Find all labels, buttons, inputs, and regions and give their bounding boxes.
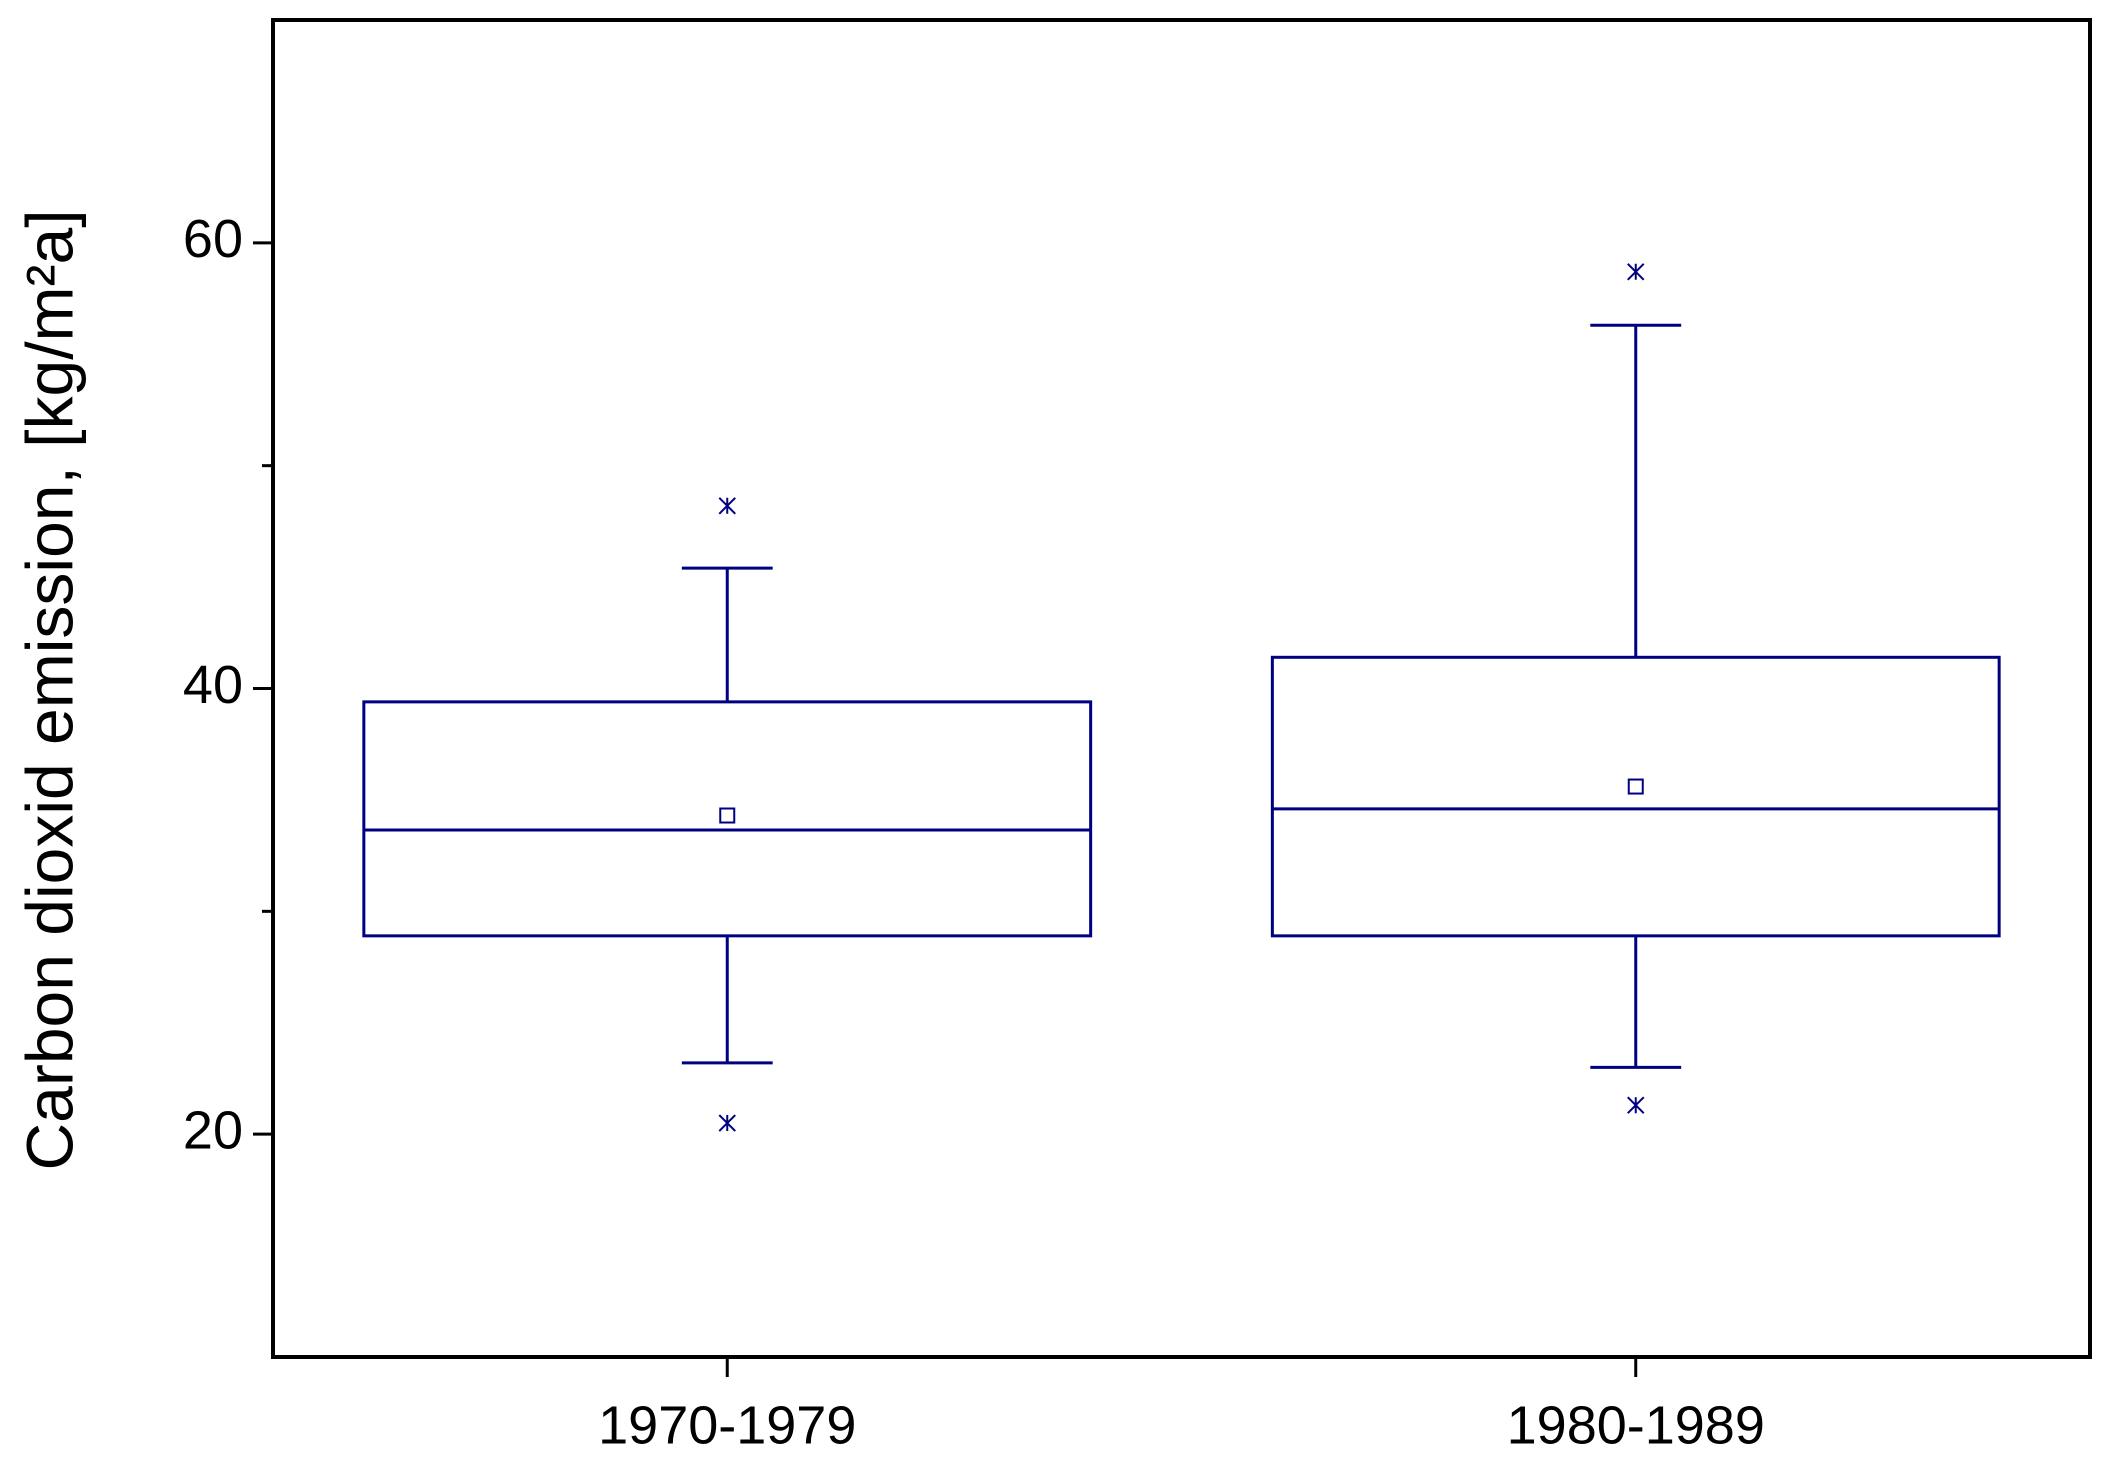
outlier [1627, 263, 1645, 281]
box [362, 700, 1093, 938]
x-tick-label: 1980-1989 [1507, 1395, 1765, 1455]
mean [719, 807, 736, 824]
outlier [718, 497, 736, 515]
y-axis-label: Carbon dioxid emission, [kg/m²a] [12, 209, 86, 1170]
box [1270, 655, 2001, 938]
mean [1627, 778, 1644, 795]
y-tick-label: 20 [183, 1100, 243, 1160]
plot-frame [271, 18, 2092, 1359]
y-tick-label: 60 [183, 209, 243, 269]
outlier [718, 1114, 736, 1132]
x-tick-label: 1970-1979 [598, 1395, 856, 1455]
outlier [1627, 1096, 1645, 1114]
y-tick-label: 40 [183, 655, 243, 715]
